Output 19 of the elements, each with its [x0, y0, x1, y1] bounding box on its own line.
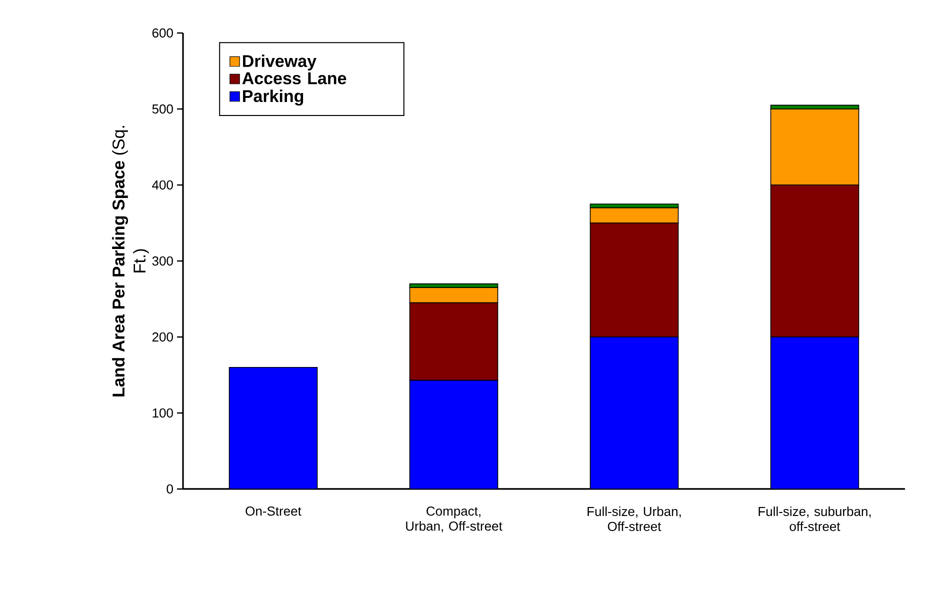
y-tick-label: 400 [152, 180, 173, 190]
text: Land Area Per Parking Space (Sq. Ft.) [112, 126, 149, 396]
legend-label: Parking [243, 90, 304, 106]
legend-label: Access Lane [242, 72, 346, 84]
legend-label: Driveway [243, 54, 316, 70]
bar [590, 336, 679, 489]
y-tick-label: 100 [152, 408, 173, 418]
y-tick-label: 500 [152, 104, 173, 114]
bar [409, 380, 498, 489]
x-tick-label: Full-size, suburban, off-street [758, 506, 871, 532]
y-tick-label: 600 [152, 28, 173, 38]
x-tick-label: Full-size, Urban, Off-street [588, 506, 681, 532]
x-tick-label: Compact, Urban, Off-street [406, 506, 502, 532]
bar [770, 336, 860, 489]
y-tick-label: 300 [152, 256, 173, 266]
y-tick-label: 0 [166, 484, 173, 494]
y-tick-label: 200 [152, 332, 173, 342]
x-tick-label: On-Street [246, 506, 302, 516]
bar [228, 366, 318, 489]
